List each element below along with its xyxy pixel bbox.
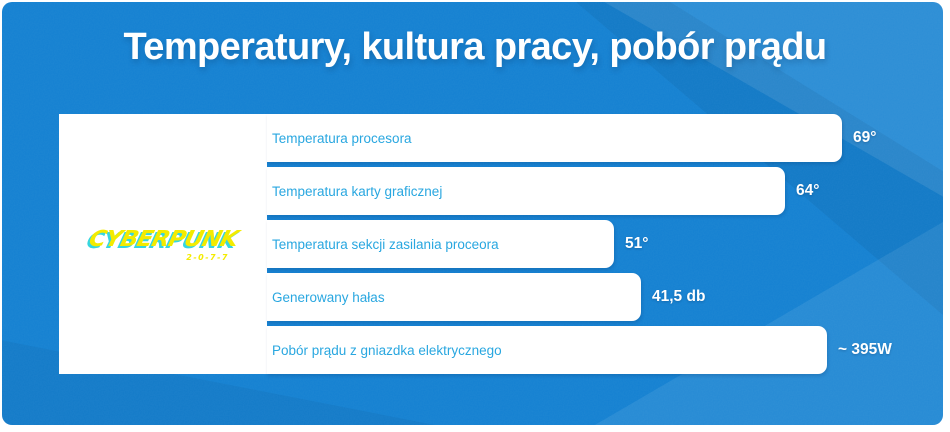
bar-value-label: 69° [853, 129, 877, 146]
bar-value-label: 51° [625, 235, 649, 252]
bar-label: Temperatura procesora [272, 130, 412, 146]
bar-label: Pobór prądu z gniazdka elektrycznego [272, 342, 502, 358]
bar-value-label: 64° [796, 182, 820, 199]
bar-label: Temperatura karty graficznej [272, 183, 443, 199]
bar: Temperatura sekcji zasilania proceora [267, 220, 614, 268]
bar-label: Temperatura sekcji zasilania proceora [272, 236, 499, 252]
bar-label: Generowany hałas [272, 289, 385, 305]
bar-value-label: ~ 395W [838, 341, 892, 358]
bar: Generowany hałas [267, 273, 641, 321]
bar-value-label: 41,5 db [652, 288, 706, 305]
page-title: Temperatury, kultura pracy, pobór prądu [123, 26, 828, 68]
bar: Pobór prądu z gniazdka elektrycznego [267, 326, 827, 374]
bar: Temperatura procesora [267, 114, 842, 162]
bar: Temperatura karty graficznej [267, 167, 785, 215]
